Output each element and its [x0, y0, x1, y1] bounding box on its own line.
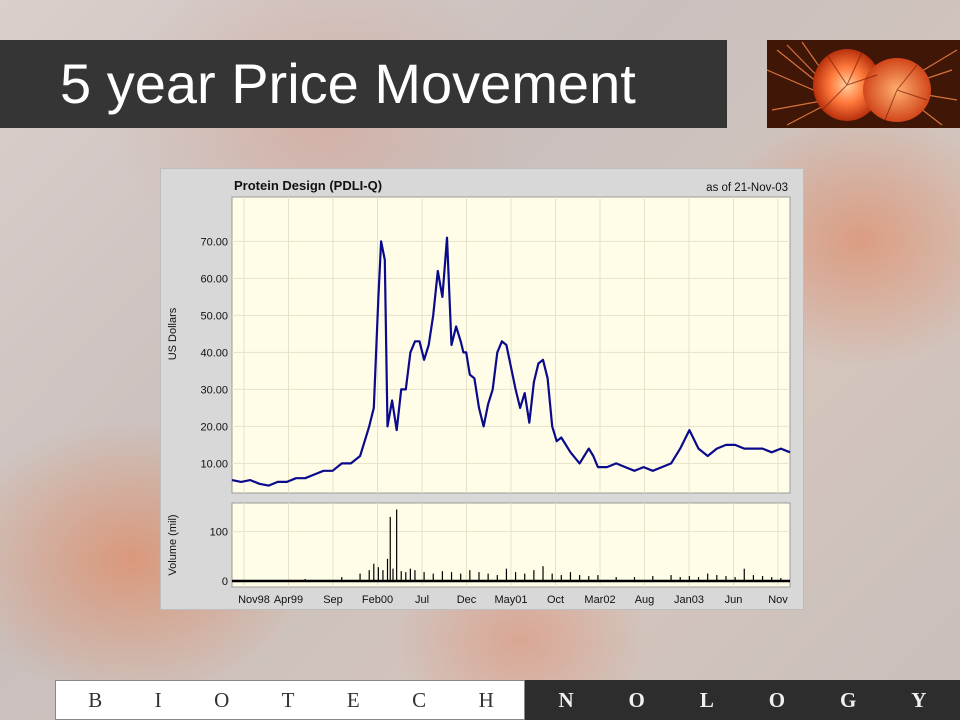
x-tick-label: Nov98 [238, 594, 270, 606]
chart-date: as of 21-Nov-03 [706, 182, 788, 194]
chart-title: Protein Design (PDLI-Q) [234, 178, 382, 193]
price-y-tick-label: 70.00 [200, 236, 228, 248]
price-y-tick-label: 50.00 [200, 310, 228, 322]
footer-left-letter: C [412, 687, 427, 712]
slide-title: 5 year Price Movement [60, 52, 636, 115]
x-tick-label: Sep [323, 594, 343, 606]
footer-left-letter: I [154, 687, 162, 712]
x-tick-label: Jun [725, 594, 743, 606]
x-tick-label: Nov [768, 594, 788, 606]
price-y-tick-label: 10.00 [200, 458, 228, 470]
price-y-tick-label: 60.00 [200, 273, 228, 285]
x-tick-label: Oct [547, 594, 564, 606]
volume-y-tick-label: 0 [222, 576, 228, 588]
x-tick-label: Feb00 [362, 594, 393, 606]
footer-right-letter: O [628, 687, 645, 712]
footer-right-letter: O [768, 687, 786, 712]
volume-axis-label: Volume (mil) [167, 514, 179, 575]
footer-left-letter: O [214, 687, 230, 712]
volume-y-tick-label: 100 [210, 527, 228, 539]
footer-left-letter: E [346, 687, 360, 712]
x-tick-label: Apr99 [274, 594, 303, 606]
footer-right-letter: L [699, 687, 714, 712]
x-tick-label: Mar02 [584, 594, 615, 606]
stock-chart-panel: 10.00 20.00 30.00 40.00 50.00 60.00 70.00 0 100 N… [160, 168, 804, 610]
footer-right-letter: G [840, 687, 857, 712]
price-y-tick-label: 20.00 [200, 421, 228, 433]
stock-chart: 10.00 20.00 30.00 40.00 50.00 60.00 70.00 0 100 N… [167, 178, 791, 606]
x-tick-label: Dec [457, 594, 477, 606]
price-series-line [231, 236, 791, 487]
footer-right-letter: N [558, 687, 574, 712]
price-y-tick-label: 30.00 [200, 384, 228, 396]
price-y-tick-label: 40.00 [200, 347, 228, 359]
footer-left-letter: T [281, 687, 295, 712]
price-axis-label: US Dollars [167, 307, 179, 360]
x-tick-label: May01 [494, 594, 527, 606]
footer-left-letter: B [88, 687, 103, 712]
x-tick-label: Aug [635, 594, 655, 606]
footer-left-letter: H [478, 687, 494, 712]
footer-right-letter: Y [911, 687, 927, 712]
x-tick-label: Jan03 [674, 594, 704, 606]
title-bar [0, 40, 727, 128]
biotech-logo-image [767, 40, 960, 128]
x-tick-label: Jul [415, 594, 429, 606]
